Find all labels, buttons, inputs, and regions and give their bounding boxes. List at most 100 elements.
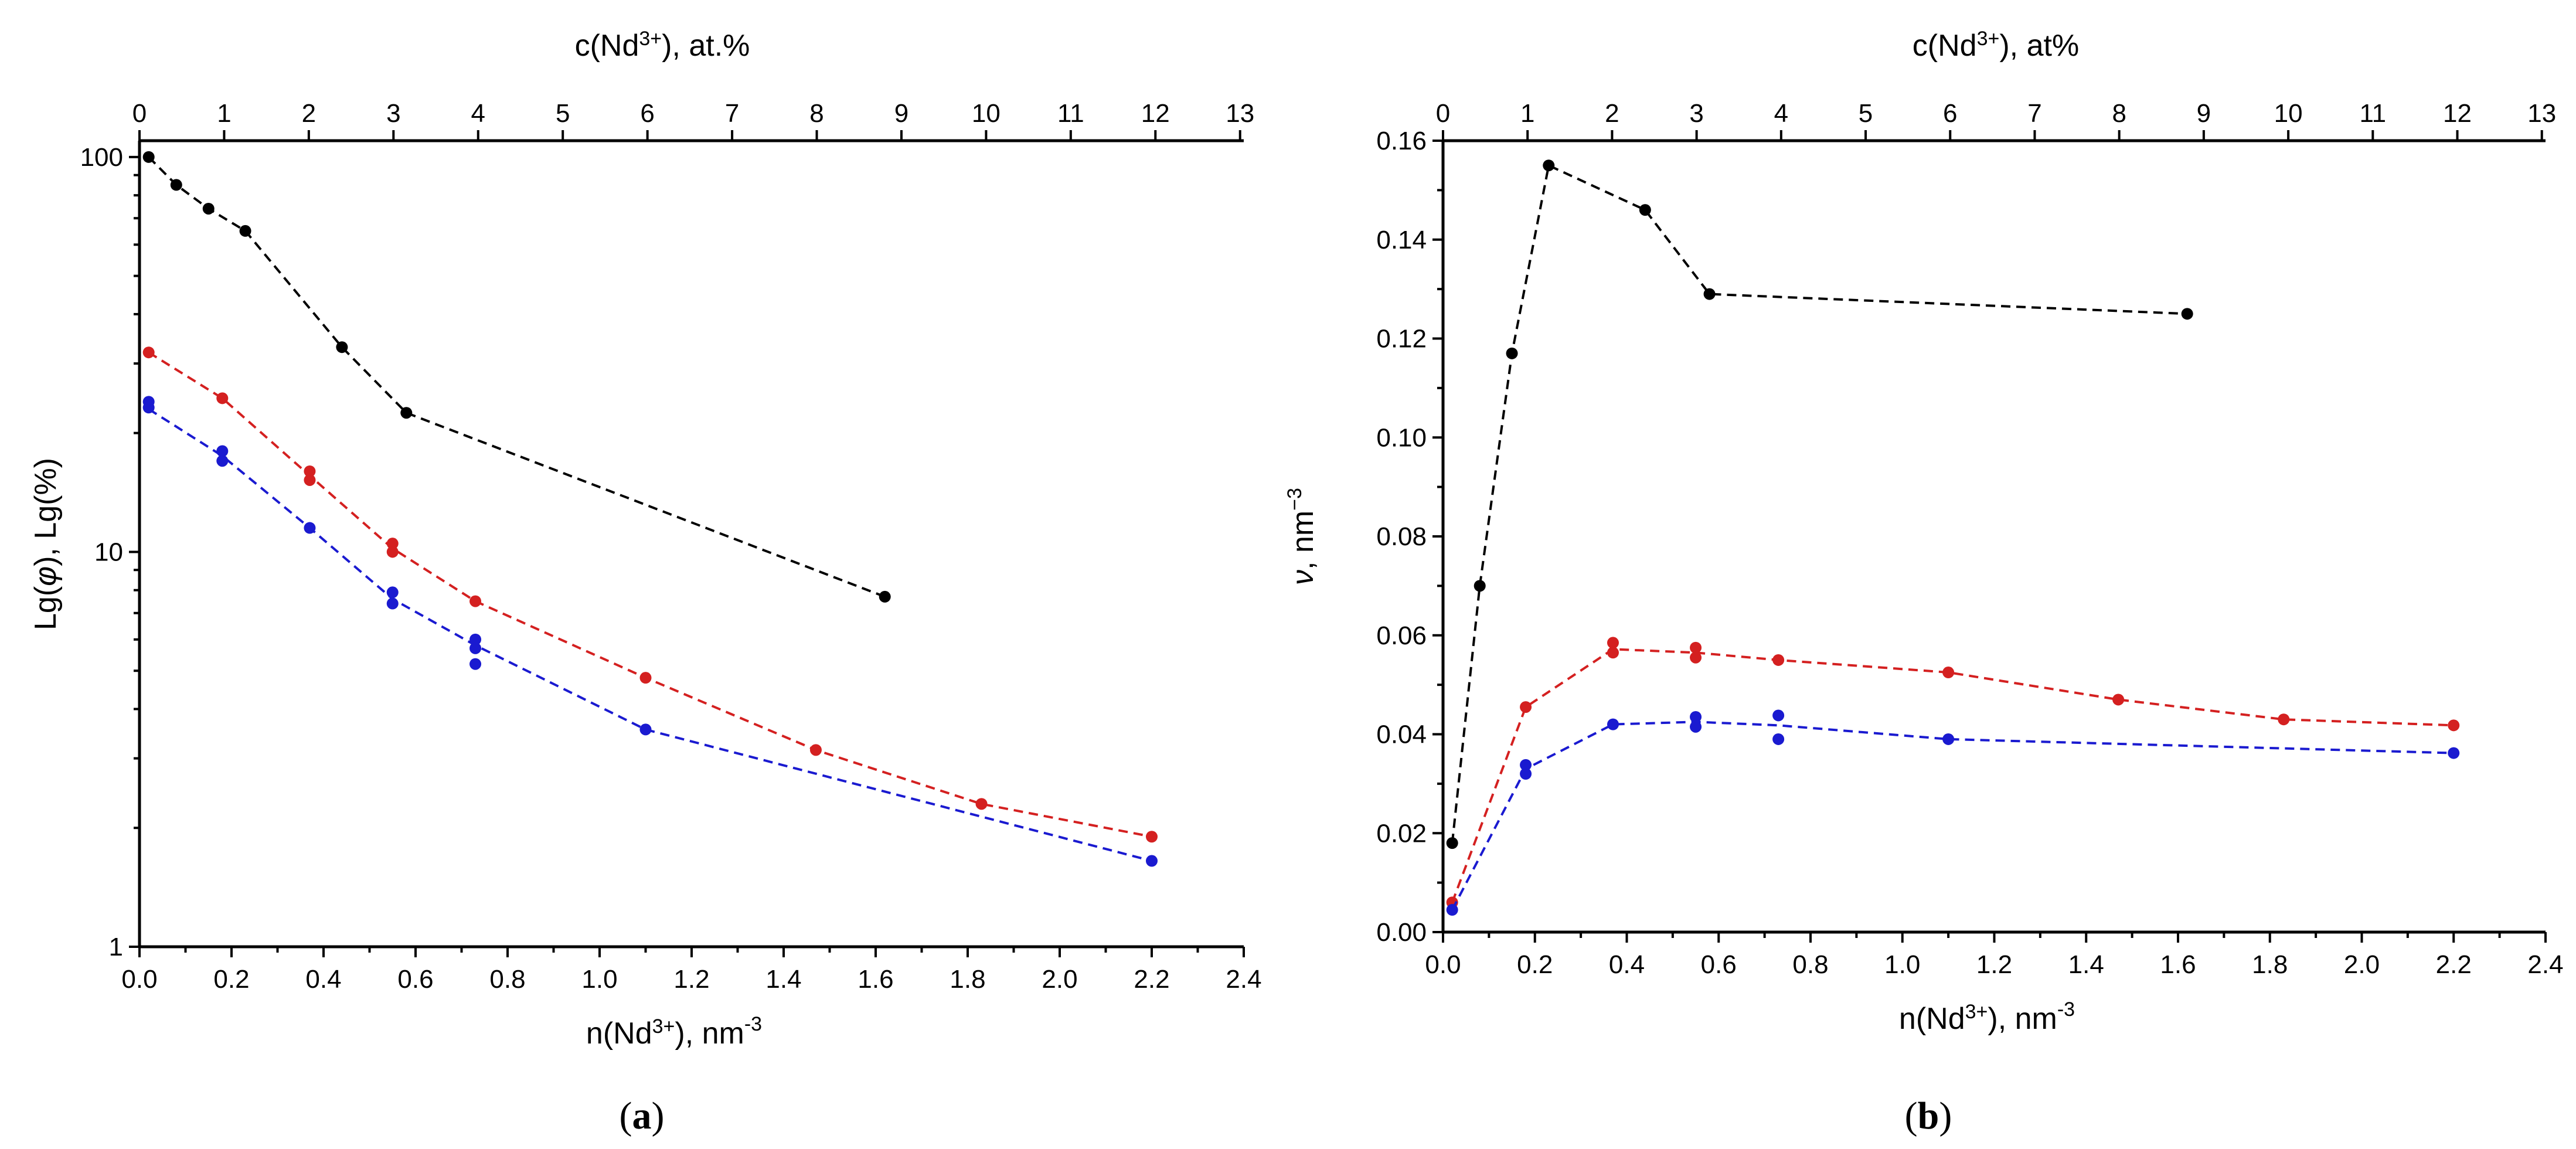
y-tick-label-b-8: 0.16 <box>1376 127 1427 155</box>
y-tick-label-a-1: 10 <box>94 538 123 566</box>
x-tick-label-b-0: 0.0 <box>1425 950 1461 979</box>
data-point-black-a-5 <box>400 407 413 419</box>
data-point-red-b-10 <box>2448 719 2460 732</box>
y-tick-label-b-2: 0.04 <box>1376 720 1427 749</box>
y-tick-label-b-7: 0.14 <box>1376 226 1427 254</box>
data-point-blue-b-1 <box>1520 759 1532 771</box>
top-tick-label-b-8: 8 <box>2112 99 2126 128</box>
data-point-red-b-9 <box>2278 713 2290 726</box>
x-tick-label-b-8: 1.6 <box>2160 950 2196 979</box>
data-point-red-b-7 <box>1942 667 1955 679</box>
data-point-blue-b-4 <box>1690 711 1702 723</box>
x-tick-label-a-5: 1.0 <box>581 965 617 994</box>
series-line-red-a <box>148 351 1152 838</box>
data-point-blue-b-5 <box>1690 720 1702 733</box>
series-line-black-b <box>1451 164 2187 844</box>
top-tick-label-b-6: 6 <box>1943 99 1957 128</box>
top-tick-label-a-5: 5 <box>556 99 570 128</box>
top-tick-label-a-7: 7 <box>725 99 739 128</box>
top-tick-label-b-11: 11 <box>2359 99 2386 128</box>
x-tick-label-a-1: 0.2 <box>213 965 249 994</box>
data-point-red-b-6 <box>1772 654 1785 666</box>
y-tick-label-b-6: 0.12 <box>1376 325 1427 353</box>
x-axis-title-b: n(Nd3+), nm-3 <box>1899 998 2075 1036</box>
data-point-red-b-1 <box>1520 701 1532 713</box>
data-point-red-a-3 <box>304 474 316 486</box>
data-point-red-a-6 <box>469 595 482 607</box>
top-tick-label-a-8: 8 <box>809 99 823 128</box>
data-point-red-a-5 <box>386 546 399 558</box>
x-tick-label-b-5: 1.0 <box>1884 950 1920 979</box>
data-point-black-b-3 <box>1543 159 1555 172</box>
x-tick-label-b-4: 0.8 <box>1792 950 1828 979</box>
x-tick-label-b-10: 2.0 <box>2344 950 2380 979</box>
panel-label-b: (b) <box>1905 1094 1952 1137</box>
top-tick-label-a-4: 4 <box>471 99 485 128</box>
data-point-blue-b-9 <box>2448 747 2460 759</box>
x-tick-label-a-0: 0.0 <box>121 965 157 994</box>
top-axis-title-a: c(Nd3+), at.% <box>575 28 750 63</box>
ticks-a: 0.0 0.2 0.4 0.6 0.8 1.0 1.2 1.4 1.6 1.8 2.0 2.2 2.4 0… <box>80 99 1262 994</box>
x-tick-label-b-6: 1.2 <box>1976 950 2012 979</box>
top-tick-label-a-2: 2 <box>302 99 316 128</box>
x-tick-label-b-9: 1.8 <box>2252 950 2288 979</box>
top-tick-label-a-13: 13 <box>1226 99 1254 128</box>
data-point-blue-b-3 <box>1607 718 1619 730</box>
top-tick-label-b-10: 10 <box>2274 99 2303 128</box>
data-point-black-b-6 <box>2181 308 2193 320</box>
data-point-red-a-10 <box>1146 831 1158 843</box>
y-axis-title-a: Lg(φ), Lg(%) <box>29 458 63 630</box>
data-point-blue-a-3 <box>216 455 229 467</box>
plot-area-b <box>1446 159 2460 916</box>
data-point-black-b-5 <box>1703 288 1716 300</box>
y-tick-label-b-4: 0.08 <box>1376 522 1427 551</box>
y-tick-label-a-2: 100 <box>80 143 123 172</box>
data-point-red-a-4 <box>386 538 399 550</box>
data-point-blue-b-2 <box>1520 768 1532 780</box>
top-tick-label-b-5: 5 <box>1859 99 1873 128</box>
plot-area-a <box>142 151 1158 867</box>
data-point-blue-a-4 <box>304 522 316 534</box>
top-tick-label-a-6: 6 <box>640 99 654 128</box>
data-point-red-b-3 <box>1607 647 1619 659</box>
x-tick-label-a-7: 1.4 <box>765 965 801 994</box>
x-tick-label-b-2: 0.4 <box>1609 950 1645 979</box>
x-tick-label-a-2: 0.4 <box>305 965 341 994</box>
top-tick-label-b-3: 3 <box>1689 99 1703 128</box>
top-tick-label-a-9: 9 <box>894 99 908 128</box>
top-tick-label-b-12: 12 <box>2443 99 2472 128</box>
panel-b: 0.0 0.2 0.4 0.6 0.8 1.0 1.2 1.4 1.6 1.8 2.0 2.2 2.4 0… <box>1284 28 2564 1137</box>
x-tick-label-b-11: 2.2 <box>2436 950 2472 979</box>
panel-a: 0.0 0.2 0.4 0.6 0.8 1.0 1.2 1.4 1.6 1.8 2.0 2.2 2.4 0… <box>29 28 1262 1137</box>
x-tick-label-a-10: 2.0 <box>1042 965 1077 994</box>
top-tick-label-a-3: 3 <box>386 99 400 128</box>
data-point-blue-a-9 <box>469 658 482 670</box>
y-tick-label-a-0: 1 <box>109 933 123 961</box>
data-point-red-a-0 <box>142 346 155 359</box>
data-point-blue-a-1 <box>142 402 155 414</box>
y-tick-label-b-0: 0.00 <box>1376 918 1427 947</box>
data-point-black-b-0 <box>1446 837 1458 849</box>
data-point-blue-b-8 <box>1942 733 1955 745</box>
top-tick-label-b-0: 0 <box>1436 99 1450 128</box>
data-point-blue-a-2 <box>216 445 229 457</box>
x-tick-label-a-4: 0.8 <box>489 965 525 994</box>
ticks-b: 0.0 0.2 0.4 0.6 0.8 1.0 1.2 1.4 1.6 1.8 2.0 2.2 2.4 0… <box>1376 99 2563 979</box>
data-point-black-a-3 <box>239 225 251 237</box>
top-tick-label-b-4: 4 <box>1774 99 1788 128</box>
data-point-blue-b-7 <box>1772 733 1785 745</box>
data-point-blue-a-10 <box>639 723 652 736</box>
data-point-blue-a-6 <box>386 597 399 610</box>
x-tick-label-a-6: 1.2 <box>673 965 709 994</box>
top-tick-label-b-13: 13 <box>2527 99 2556 128</box>
x-tick-label-a-8: 1.6 <box>857 965 893 994</box>
top-tick-label-b-7: 7 <box>2027 99 2041 128</box>
data-point-red-b-8 <box>2112 694 2125 706</box>
data-point-black-a-2 <box>202 202 215 215</box>
panel-label-a: (a) <box>620 1094 665 1137</box>
x-tick-label-a-11: 2.2 <box>1134 965 1169 994</box>
top-tick-label-a-12: 12 <box>1141 99 1170 128</box>
top-tick-label-a-11: 11 <box>1057 99 1084 128</box>
data-point-red-b-4 <box>1690 641 1702 654</box>
